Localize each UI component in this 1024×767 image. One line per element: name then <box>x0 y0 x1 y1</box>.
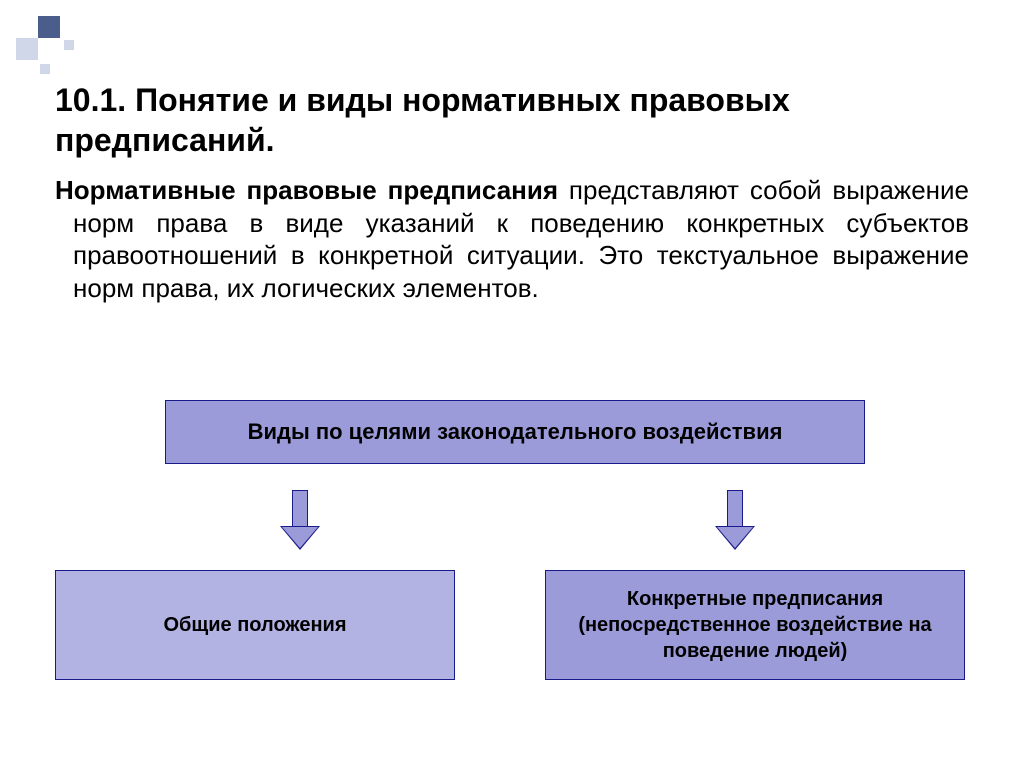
decoration-square <box>38 16 60 38</box>
arrow-head <box>715 526 755 550</box>
node-top: Виды по целями законодательного воздейст… <box>165 400 865 464</box>
decoration-square <box>40 64 50 74</box>
arrow-shaft <box>292 490 308 528</box>
paragraph-lead: Нормативные правовые предписания <box>55 175 558 205</box>
arrow-shaft <box>727 490 743 528</box>
slide-title: 10.1. Понятие и виды нормативных правовы… <box>55 80 969 160</box>
decoration-square <box>16 38 38 60</box>
node-top-label: Виды по целями законодательного воздейст… <box>248 419 783 445</box>
node-right: Конкретные предписания (непосредственное… <box>545 570 965 680</box>
node-left-label: Общие положения <box>163 614 346 637</box>
slide-paragraph: Нормативные правовые предписания предста… <box>55 174 969 304</box>
node-left: Общие положения <box>55 570 455 680</box>
slide-content: 10.1. Понятие и виды нормативных правовы… <box>55 80 969 304</box>
node-right-label: Конкретные предписания (непосредственное… <box>558 586 952 664</box>
decoration-square <box>64 40 74 50</box>
arrow-left <box>280 490 320 550</box>
arrow-right <box>715 490 755 550</box>
corner-decoration <box>16 16 72 72</box>
arrow-head <box>280 526 320 550</box>
